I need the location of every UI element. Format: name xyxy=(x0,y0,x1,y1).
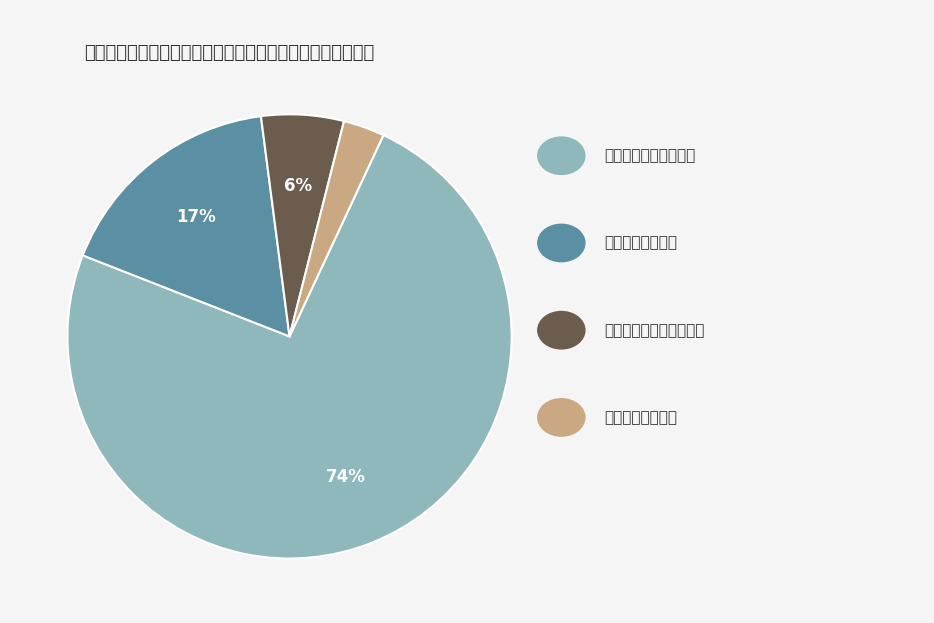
Circle shape xyxy=(538,137,585,174)
Wedge shape xyxy=(83,116,290,336)
Text: 税金の控除になる: 税金の控除になる xyxy=(604,235,677,250)
Text: 17%: 17% xyxy=(177,209,217,226)
Wedge shape xyxy=(67,135,512,559)
Text: 電気料金の節約になる: 電気料金の節約になる xyxy=(604,148,696,163)
Text: 74%: 74% xyxy=(326,468,365,486)
Circle shape xyxy=(538,224,585,262)
Circle shape xyxy=(538,399,585,436)
Text: ふるさと納税で電気代に充当したいと思う理由は何ですか？: ふるさと納税で電気代に充当したいと思う理由は何ですか？ xyxy=(84,44,375,62)
Wedge shape xyxy=(290,121,384,336)
Text: 地域貢献に繋がる: 地域貢献に繋がる xyxy=(604,410,677,425)
Wedge shape xyxy=(261,114,344,336)
Text: 新しい制度に興味がある: 新しい制度に興味がある xyxy=(604,323,705,338)
Text: 6%: 6% xyxy=(285,177,313,194)
Circle shape xyxy=(538,312,585,349)
